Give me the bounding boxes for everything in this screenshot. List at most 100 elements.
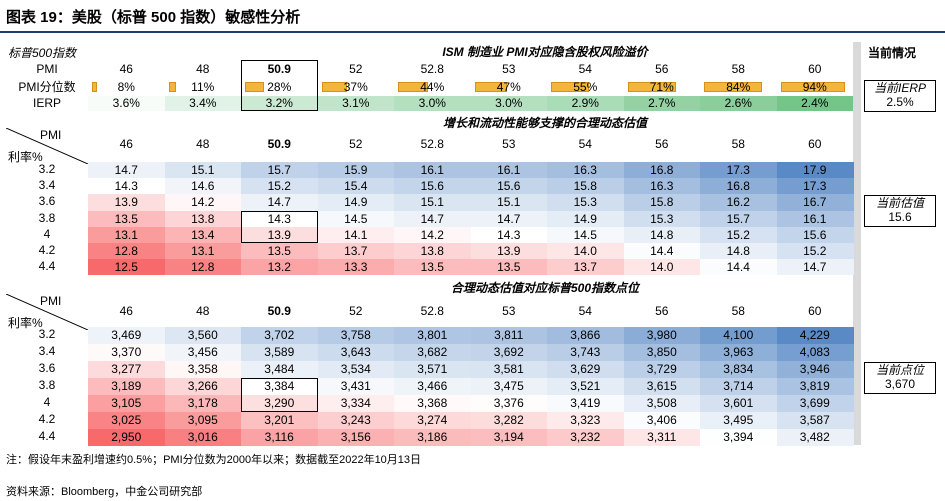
heatmap-value: 3,819 [799,379,830,393]
heatmap-value: 3,714 [723,379,754,393]
heatmap-cell [547,412,624,429]
pmi-col-header: 60 [808,304,822,318]
heatmap-cell [776,178,854,195]
heatmap-cell [623,162,701,179]
heatmap-cell [470,226,548,243]
heatmap-cell [241,327,318,344]
heatmap-value: 16.7 [803,195,827,210]
pmi-row-label: PMI [36,62,58,76]
heatmap-value: 15.2 [726,227,750,242]
heatmap-value: 3,194 [493,430,524,444]
heatmap-value: 13.2 [267,260,291,275]
heatmap-value: 3,482 [799,430,830,444]
ierp-cell [241,96,318,111]
heatmap-value: 3,456 [187,345,218,359]
rate-row-label: 3.2 [38,162,56,176]
heatmap-value: 3,850 [646,345,677,359]
ierp-cell [164,96,241,111]
heatmap-value: 3,095 [187,413,218,427]
pmi-percentile-value: 55% [573,80,598,94]
pmi-value: 56 [655,62,669,76]
pmi-col-header: 48 [196,304,210,318]
heatmap-cell [470,162,548,179]
heatmap-cell [394,412,471,429]
heatmap-cell [623,259,701,276]
heatmap-value: 3,334 [340,396,371,410]
heatmap-value: 3,016 [187,430,218,444]
heatmap-cell [623,226,701,243]
sidebar-heading: 当前情况 [868,46,917,60]
title-rule [0,31,945,33]
heatmap-value: 13.5 [497,260,521,275]
ierp-cell [623,96,700,111]
heatmap-value: 3,282 [493,413,524,427]
heatmap-value: 14.8 [650,227,674,242]
heatmap-cell [317,327,395,344]
heatmap-cell [623,210,701,227]
heatmap-cell [700,194,777,211]
heatmap-value: 3,466 [417,379,448,393]
heatmap-cell [470,361,548,378]
heatmap-cell [164,259,242,276]
heatmap-value: 3,866 [570,328,601,342]
heatmap-value: 14.4 [726,260,750,275]
heatmap-cell [394,344,471,361]
heatmap-cell [547,344,624,361]
heatmap-cell [623,243,701,260]
heatmap-cell [776,259,854,276]
current-pe-box: 当前估值 15.6 [864,195,936,227]
heatmap-value: 3,758 [340,328,371,342]
pmi-col-header: 52.8 [420,304,444,318]
heatmap-value: 3,484 [264,362,295,376]
heatmap-value: 12.8 [114,244,138,258]
heatmap-value: 16.8 [726,179,750,194]
heatmap-value: 13.7 [573,260,597,275]
heatmap-value: 14.3 [114,179,138,194]
heatmap-value: 3,105 [111,396,142,410]
heatmap-cell [547,194,624,211]
heatmap-value: 16.3 [573,163,597,177]
heatmap-cell [317,194,395,211]
heatmap-cell [700,395,777,412]
heatmap-cell [394,327,471,344]
heatmap-value: 13.9 [497,244,521,258]
heatmap-value: 14.7 [114,163,138,177]
pmi-col-header: 46 [119,137,133,151]
heatmap-cell [317,344,395,361]
heatmap-cell [547,243,624,260]
heatmap-value: 13.4 [191,227,215,242]
pmi-percentile-value: 37% [343,80,368,94]
pmi-value: 58 [731,62,745,76]
heatmap-cell [394,226,471,243]
pmi-percentile-bar [92,82,98,92]
heatmap-cell [88,226,165,243]
heatmap-cell [470,429,548,446]
pmi-value: 50.9 [267,62,291,76]
section2-col-header: PMI [40,128,62,142]
heatmap-value: 14.7 [267,195,291,210]
pmi-col-header: 50.9 [267,304,291,318]
heatmap-cell [700,327,777,344]
heatmap-cell [776,395,854,412]
heatmap-cell [776,344,854,361]
heatmap-cell [623,178,701,195]
rate-row-label: 3.2 [38,327,56,341]
heatmap-cell [700,210,777,227]
heatmap-value: 14.1 [344,227,368,242]
heatmap-value: 3,699 [799,396,830,410]
heatmap-value: 3,178 [187,396,218,410]
heatmap-value: 16.1 [803,211,827,226]
rate-row-label: 4.2 [38,243,56,257]
heatmap-value: 3,495 [723,413,754,427]
section3-col-header: PMI [40,294,62,308]
heatmap-value: 14.9 [573,211,597,226]
pmi-col-header: 52.8 [420,137,444,151]
pmi-value: 52.8 [420,62,444,76]
heatmap-value: 3,980 [646,328,677,342]
heatmap-cell [547,429,624,446]
heatmap-value: 3,743 [570,345,601,359]
heatmap-cell [547,378,624,395]
heatmap-value: 14.5 [344,211,368,226]
heatmap-value: 3,323 [570,413,601,427]
heatmap-value: 14.7 [497,211,521,226]
